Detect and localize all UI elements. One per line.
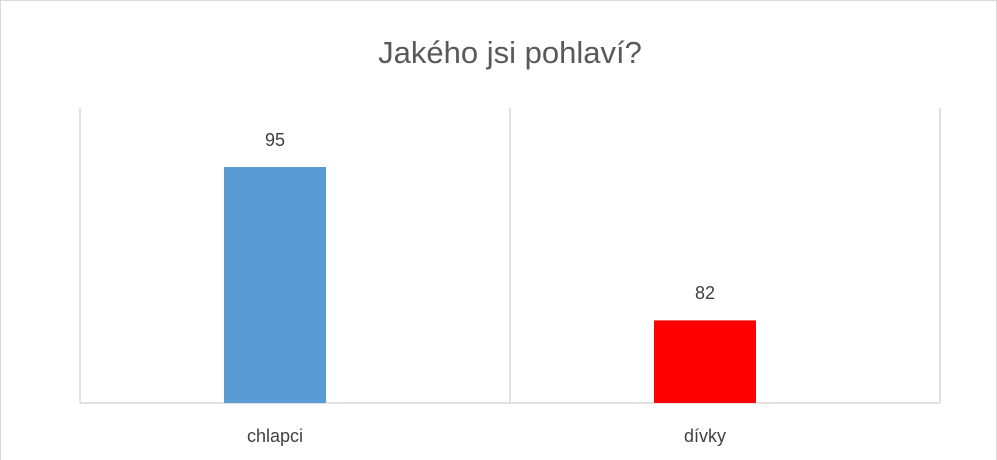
data-label: 95: [265, 130, 285, 150]
data-label: 82: [695, 283, 715, 303]
x-tick-label: dívky: [684, 426, 726, 446]
bar: [654, 320, 756, 403]
x-tick-label: chlapci: [247, 426, 303, 446]
bar: [224, 167, 326, 403]
chart-title: Jakého jsi pohlaví?: [378, 35, 642, 70]
